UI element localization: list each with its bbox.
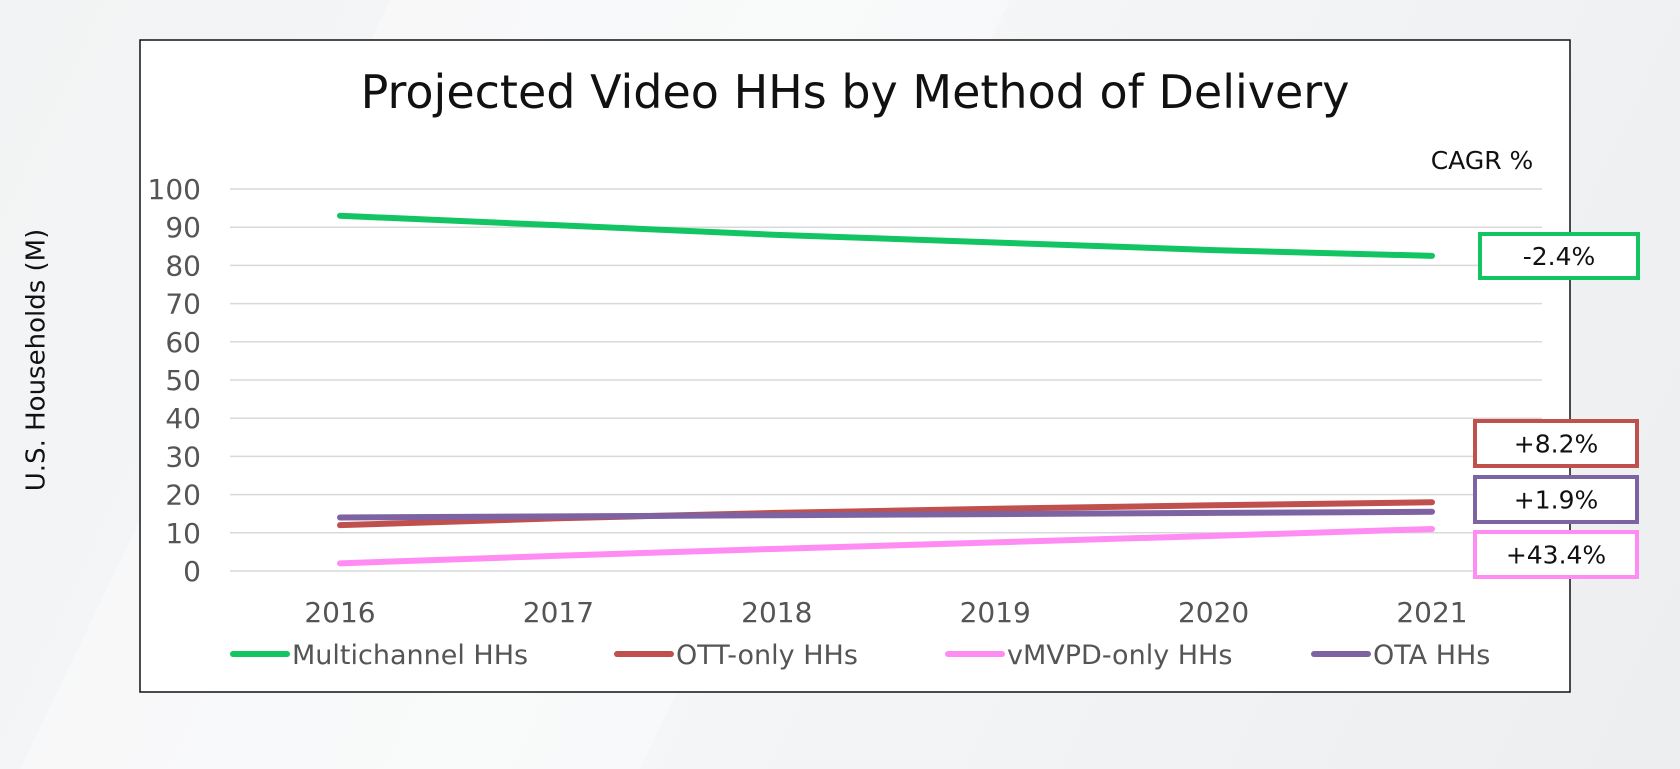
series-line-vmvpd-only-hhs [337,525,1435,567]
y-tick-label: 0 [183,555,201,588]
x-tick-label: 2020 [1178,596,1249,629]
legend-label-multichannel-hhs: Multichannel HHs [292,640,528,671]
cagr-box-ott-only-hhs [1473,419,1639,468]
chart-title: Projected Video HHs by Method of Deliver… [361,65,1350,119]
cagr-value-multichannel-hhs: -2.4% [1523,242,1596,271]
x-tick-labels: 2016 2017 2018 2019 2020 2021 [304,596,1467,629]
gridlines [230,188,1542,572]
legend-label-ota-hhs: OTA HHs [1373,640,1490,671]
legend-label-ott-only-hhs: OTT-only HHs [676,640,858,671]
series-line-multichannel-hhs [337,212,1435,259]
cagr-box-multichannel-hhs [1478,232,1640,280]
cagr-box-vmvpd-only-hhs [1473,530,1639,579]
x-tick-label: 2016 [304,596,375,629]
cagr-box-ota-hhs [1473,475,1639,524]
y-tick-labels: 0 10 20 30 40 50 60 70 80 90 100 [148,173,201,588]
cagr-value-vmvpd-only-hhs: +43.4% [1506,541,1606,570]
cagr-value-ott-only-hhs: +8.2% [1514,430,1598,459]
series-line-ota-hhs [337,508,1435,521]
y-tick-label: 50 [165,364,201,397]
cagr-header: CAGR % [1431,146,1534,175]
x-tick-label: 2021 [1396,596,1467,629]
y-tick-label: 10 [165,517,201,550]
y-tick-label: 30 [165,440,201,473]
x-tick-label: 2019 [960,596,1031,629]
cagr-badges: -2.4% +8.2% +1.9% +43.4% [1473,232,1640,579]
y-tick-label: 80 [165,249,201,282]
y-tick-label: 60 [165,326,201,359]
series-lines [337,212,1435,567]
y-axis-label: U.S. Households (M) [22,229,52,491]
cagr-value-ota-hhs: +1.9% [1514,486,1598,515]
x-tick-label: 2017 [523,596,594,629]
chart-frame [139,39,1571,693]
legend-label-vmvpd-only-hhs: vMVPD-only HHs [1007,640,1232,671]
y-tick-label: 70 [165,288,201,321]
y-tick-label: 40 [165,402,201,435]
legend: Multichannel HHs OTT-only HHs vMVPD-only H… [230,640,1490,671]
y-tick-label: 100 [148,173,201,206]
y-tick-label: 20 [165,479,201,512]
y-tick-label: 90 [165,211,201,244]
x-tick-label: 2018 [741,596,812,629]
